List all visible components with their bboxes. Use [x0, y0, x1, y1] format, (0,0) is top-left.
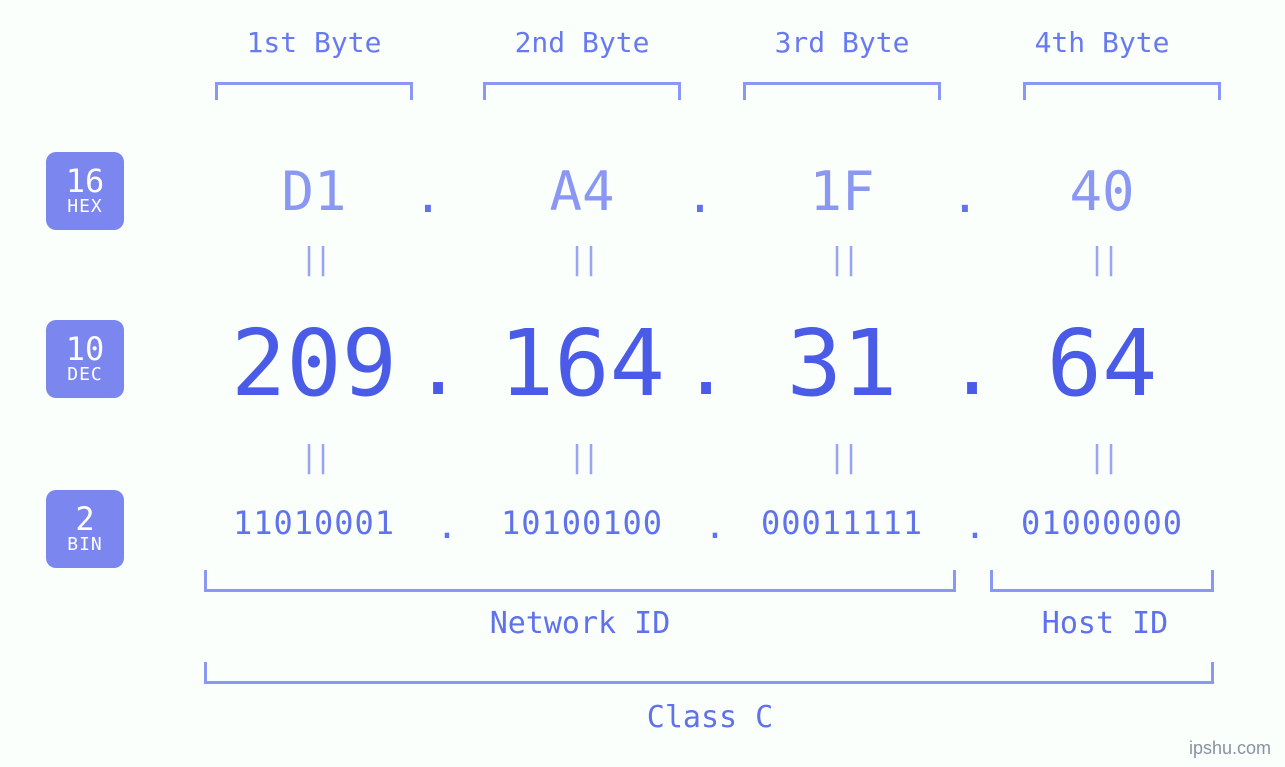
bracket-class	[204, 662, 1214, 684]
eq-dec-bin-2: ||	[552, 440, 612, 475]
bin-sep-1: .	[432, 506, 462, 547]
hex-sep-2: .	[685, 168, 715, 224]
byte-header-1: 1st Byte	[214, 26, 414, 59]
eq-dec-bin-1: ||	[284, 440, 344, 475]
badge-bin-lbl: BIN	[67, 536, 103, 555]
byte-header-2: 2nd Byte	[482, 26, 682, 59]
dec-byte-3: 31	[722, 310, 962, 417]
label-host-id: Host ID	[1010, 606, 1200, 641]
hex-byte-3: 1F	[742, 160, 942, 223]
bin-byte-1: 11010001	[194, 504, 434, 542]
bracket-byte-4	[1023, 82, 1221, 100]
dec-sep-1: .	[414, 320, 444, 413]
bracket-host-id	[990, 570, 1214, 592]
hex-byte-1: D1	[214, 160, 414, 223]
bin-byte-2: 10100100	[462, 504, 702, 542]
bracket-byte-1	[215, 82, 413, 100]
badge-hex-lbl: HEX	[67, 198, 103, 217]
bin-byte-3: 00011111	[722, 504, 962, 542]
hex-sep-1: .	[413, 168, 443, 224]
label-class: Class C	[560, 700, 860, 735]
bracket-network-id	[204, 570, 956, 592]
dec-byte-2: 164	[462, 310, 702, 417]
bracket-byte-2	[483, 82, 681, 100]
badge-dec: 10 DEC	[46, 320, 124, 398]
eq-dec-bin-4: ||	[1072, 440, 1132, 475]
ip-diagram: 16 HEX 10 DEC 2 BIN 1st Byte 2nd Byte 3r…	[0, 0, 1285, 767]
badge-bin-num: 2	[75, 503, 94, 537]
dec-byte-4: 64	[982, 310, 1222, 417]
watermark: ipshu.com	[1189, 738, 1271, 759]
byte-header-4: 4th Byte	[1002, 26, 1202, 59]
bracket-byte-3	[743, 82, 941, 100]
dec-sep-3: .	[948, 320, 978, 413]
hex-byte-2: A4	[482, 160, 682, 223]
dec-byte-1: 209	[194, 310, 434, 417]
badge-dec-lbl: DEC	[67, 366, 103, 385]
bin-byte-4: 01000000	[982, 504, 1222, 542]
eq-hex-dec-1: ||	[284, 242, 344, 277]
label-network-id: Network ID	[440, 606, 720, 641]
badge-bin: 2 BIN	[46, 490, 124, 568]
eq-hex-dec-3: ||	[812, 242, 872, 277]
hex-byte-4: 40	[1002, 160, 1202, 223]
eq-dec-bin-3: ||	[812, 440, 872, 475]
badge-hex: 16 HEX	[46, 152, 124, 230]
hex-sep-3: .	[950, 168, 980, 224]
eq-hex-dec-4: ||	[1072, 242, 1132, 277]
dec-sep-2: .	[682, 320, 712, 413]
badge-hex-num: 16	[66, 165, 105, 199]
eq-hex-dec-2: ||	[552, 242, 612, 277]
badge-dec-num: 10	[66, 333, 105, 367]
byte-header-3: 3rd Byte	[742, 26, 942, 59]
